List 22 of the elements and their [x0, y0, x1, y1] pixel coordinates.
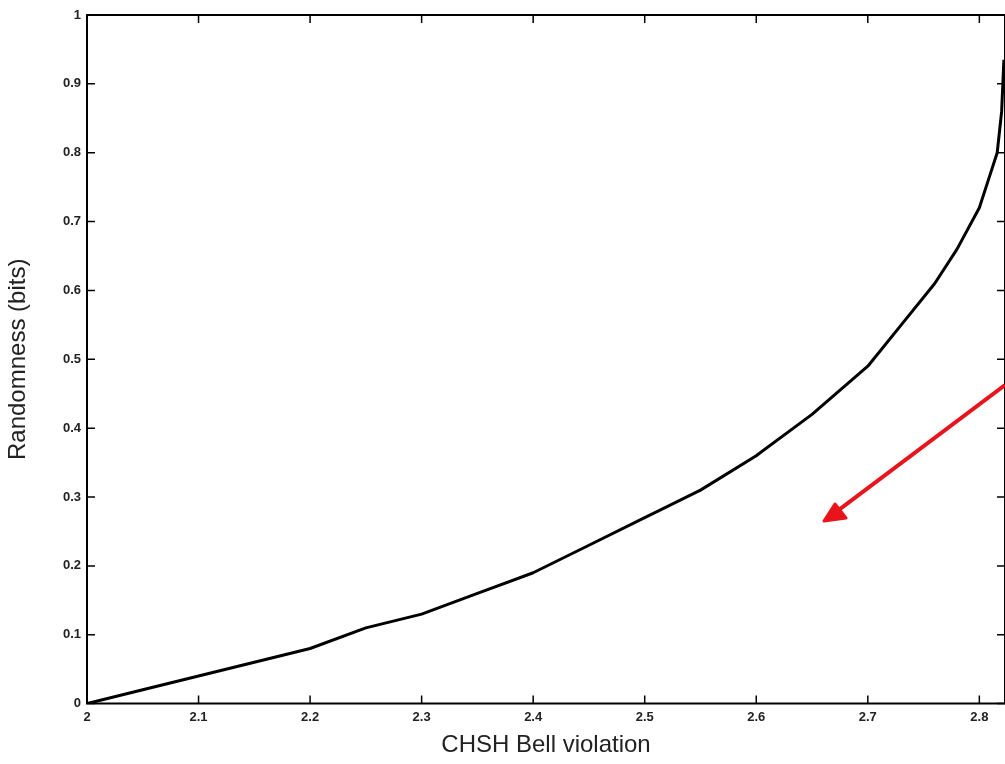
y-tick-label: 0.5: [62, 350, 81, 366]
x-tick-label: 2.3: [412, 708, 431, 724]
x-tick-label: 2: [83, 708, 91, 724]
y-tick-label: 1: [73, 6, 81, 22]
x-tick-label: 2.1: [189, 708, 208, 724]
y-tick-label: 0.6: [62, 282, 81, 298]
x-tick-label: 2.8: [970, 708, 989, 724]
y-tick-label: 0.1: [62, 626, 81, 642]
y-tick-label: 0.2: [62, 557, 81, 573]
y-tick-label: 0.3: [62, 488, 81, 504]
y-axis-title: Randomness (bits): [3, 258, 31, 461]
x-tick-label: 2.7: [858, 708, 877, 724]
y-tick-label: 0.4: [62, 419, 82, 435]
y-tick-label: 0.9: [62, 75, 81, 91]
y-tick-label: 0.7: [62, 213, 81, 229]
x-tick-label: 2.4: [524, 708, 543, 724]
x-tick-label: 2.2: [301, 708, 320, 724]
x-axis-title: CHSH Bell violation: [441, 730, 651, 758]
x-tick-label: 2.6: [747, 708, 766, 724]
y-tick-label: 0: [73, 695, 81, 711]
y-tick-label: 0.8: [62, 144, 81, 160]
x-tick-label: 2.5: [635, 708, 654, 724]
